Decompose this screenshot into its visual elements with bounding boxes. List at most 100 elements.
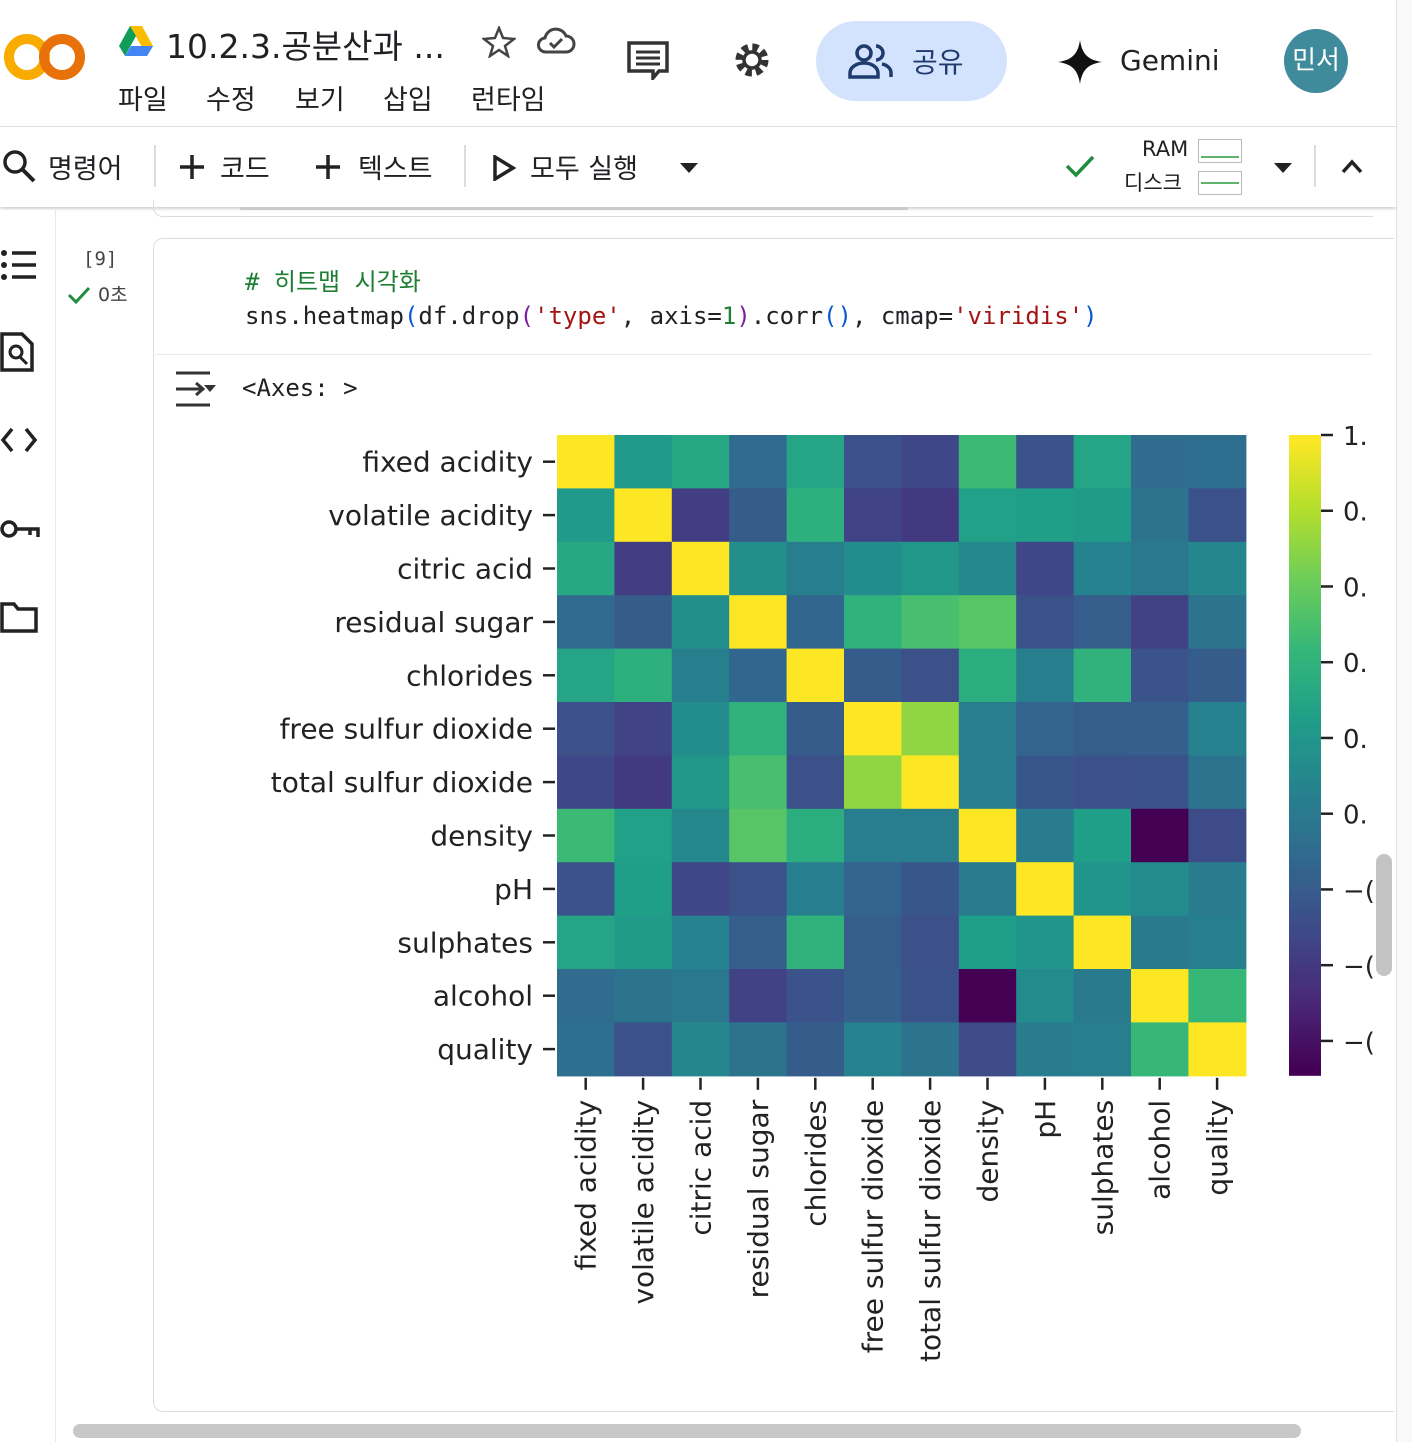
files-folder-icon[interactable]	[0, 600, 38, 634]
heatmap-cell	[1016, 488, 1075, 543]
notebook-title[interactable]: 10.2.3.공분산과 ...	[166, 27, 445, 66]
y-tick-label: free sulfur dioxide	[280, 713, 533, 746]
heatmap-cell	[1188, 808, 1247, 863]
code-snippets-icon[interactable]	[0, 426, 38, 454]
y-tick-label: total sulfur dioxide	[271, 766, 533, 799]
colorbar-segment	[1289, 739, 1321, 748]
menu-runtime[interactable]: 런타임	[471, 85, 546, 116]
colorbar-segment	[1289, 531, 1321, 540]
settings-gear-icon[interactable]	[730, 38, 774, 82]
comment-icon[interactable]	[626, 40, 670, 80]
heatmap-cell	[1188, 969, 1247, 1023]
colorbar-segment	[1289, 747, 1321, 756]
heatmap-cell	[671, 648, 730, 703]
gemini-button[interactable]: Gemini	[1120, 44, 1220, 77]
heatmap-cell	[729, 1022, 788, 1077]
heatmap-cell	[614, 1022, 673, 1077]
heatmap-cell	[1016, 541, 1075, 596]
colorbar-segment	[1289, 835, 1321, 844]
colorbar-segment	[1289, 443, 1321, 452]
heatmap-cell	[1131, 595, 1189, 650]
heatmap-cell	[1073, 862, 1132, 917]
colorbar-segment	[1289, 851, 1321, 860]
heatmap-cell	[1016, 435, 1075, 489]
heatmap-cell	[901, 969, 960, 1023]
disk-meter[interactable]	[1198, 171, 1242, 195]
chevron-up-icon[interactable]	[1340, 157, 1364, 175]
share-button[interactable]: 공유	[816, 21, 1007, 101]
colorbar-segment	[1289, 1011, 1321, 1020]
plus-icon	[316, 155, 340, 179]
run-all-button[interactable]: 모두 실행	[530, 154, 638, 185]
colab-logo-icon[interactable]	[2, 28, 88, 86]
ram-meter[interactable]	[1198, 139, 1242, 163]
add-code-button[interactable]: 코드	[220, 154, 270, 185]
menu-view[interactable]: 보기	[295, 85, 345, 116]
menu-insert[interactable]: 삽입	[383, 85, 433, 116]
heatmap-cell	[786, 648, 845, 703]
heatmap-cell	[729, 969, 788, 1023]
table-of-contents-icon[interactable]	[0, 248, 38, 282]
y-tick-label: alcohol	[433, 980, 533, 1013]
heatmap-cell	[671, 435, 730, 489]
heatmap-cell	[729, 808, 788, 863]
colorbar-segment	[1289, 883, 1321, 892]
colorbar-segment	[1289, 467, 1321, 476]
star-icon[interactable]	[482, 26, 516, 58]
heatmap-cell	[557, 862, 615, 917]
y-tick-label: residual sugar	[334, 606, 533, 639]
colorbar-segment	[1289, 955, 1321, 964]
x-tick-label: density	[972, 1100, 1005, 1203]
x-tick-label: volatile acidity	[627, 1100, 660, 1305]
menu-edit[interactable]: 수정	[206, 85, 256, 116]
colorbar-tick-label: 0.	[1343, 573, 1368, 603]
colorbar-segment	[1289, 931, 1321, 940]
execution-success-check-icon	[67, 286, 91, 305]
heatmap-cell	[844, 702, 902, 756]
heatmap-cell	[958, 595, 1017, 650]
user-avatar[interactable]: 민서	[1284, 29, 1348, 93]
heatmap-cell	[958, 702, 1017, 756]
cloud-saved-icon[interactable]	[536, 26, 576, 56]
colorbar-segment	[1289, 1027, 1321, 1036]
colorbar-segment	[1289, 459, 1321, 468]
drive-icon[interactable]	[119, 26, 153, 56]
y-tick-label: citric acid	[397, 553, 533, 586]
x-tick-label: total sulfur dioxide	[914, 1100, 947, 1362]
colorbar-segment	[1289, 787, 1321, 796]
share-label: 공유	[912, 46, 964, 79]
colorbar-segment	[1289, 675, 1321, 684]
colorbar-segment	[1289, 795, 1321, 804]
play-icon	[493, 155, 516, 181]
heatmap-cell	[1131, 1022, 1189, 1077]
heatmap-cell	[1016, 808, 1075, 863]
colorbar-segment	[1289, 1043, 1321, 1052]
find-replace-icon[interactable]	[0, 332, 36, 372]
code-token: )	[1083, 302, 1098, 330]
secrets-key-icon[interactable]	[0, 516, 40, 542]
command-palette-button[interactable]: 명령어	[48, 154, 123, 185]
heatmap-cell	[958, 648, 1017, 703]
vertical-scrollbar[interactable]	[1376, 854, 1392, 976]
colorbar-segment	[1289, 611, 1321, 620]
code-token: , axis=	[620, 302, 722, 330]
colorbar-segment	[1289, 723, 1321, 732]
output-actions-icon[interactable]	[172, 370, 218, 408]
previous-cell-scrollbar[interactable]	[240, 207, 908, 210]
resources-dropdown-icon[interactable]	[1272, 161, 1294, 175]
heatmap-cell	[901, 1022, 960, 1077]
toolbar-divider	[1314, 145, 1316, 187]
toolbar-divider	[464, 145, 466, 187]
colorbar-segment	[1289, 643, 1321, 652]
heatmap-cell	[671, 702, 730, 756]
chevron-down-icon[interactable]	[678, 161, 700, 175]
code-editor[interactable]: # 히트맵 시각화 sns.heatmap(df.drop('type', ax…	[153, 238, 1372, 355]
add-text-button[interactable]: 텍스트	[358, 154, 433, 185]
code-token: df.drop	[418, 302, 520, 330]
horizontal-scrollbar[interactable]	[73, 1424, 1301, 1438]
heatmap-cell	[1073, 808, 1132, 863]
gemini-sparkle-icon[interactable]	[1058, 40, 1102, 84]
heatmap-cell	[844, 488, 902, 543]
heatmap-cell	[671, 969, 730, 1023]
menu-file[interactable]: 파일	[118, 85, 168, 116]
